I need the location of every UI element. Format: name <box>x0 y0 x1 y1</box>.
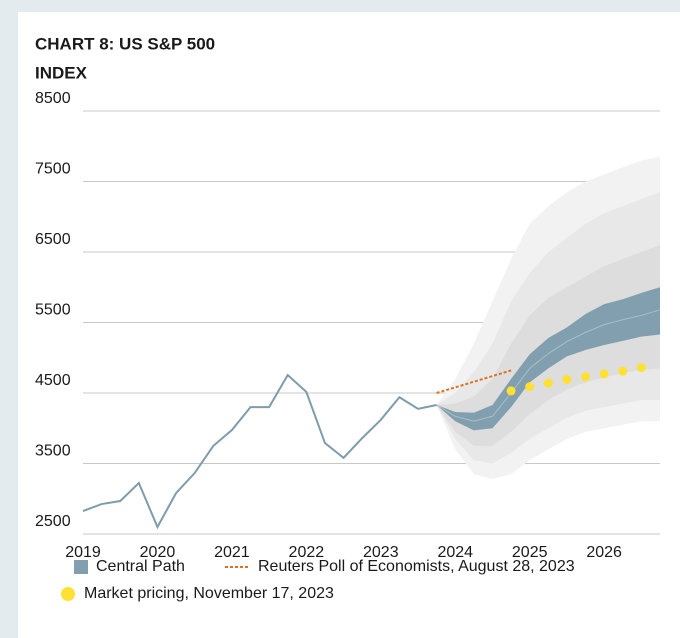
y-tick-label: 8500 <box>35 90 71 107</box>
y-tick-label: 7500 <box>35 161 71 178</box>
reuters-line <box>436 369 512 394</box>
x-tick-label: 2021 <box>214 544 250 561</box>
x-tick-label: 2025 <box>512 544 548 561</box>
y-tick-label: 4500 <box>35 372 71 389</box>
market-dot <box>618 366 628 376</box>
y-tick-label: 3500 <box>35 443 71 460</box>
legend-label: Central Path <box>96 558 185 575</box>
market-dot <box>562 375 572 385</box>
x-tick-label: 2019 <box>65 544 101 561</box>
central-median <box>436 309 661 422</box>
market-dot <box>636 363 646 373</box>
market-dot <box>506 386 516 396</box>
market-dot <box>543 378 553 388</box>
x-tick-label: 2023 <box>363 544 399 561</box>
y-tick-label: 6500 <box>35 231 71 248</box>
x-tick-label: 2022 <box>289 544 325 561</box>
x-tick-label: 2026 <box>586 544 622 561</box>
y-tick-label: 2500 <box>35 513 71 530</box>
legend-label: Reuters Poll of Economists, August 28, 2… <box>258 558 575 575</box>
legend-swatch <box>74 560 88 574</box>
x-tick-label: 2020 <box>140 544 176 561</box>
market-dot <box>581 372 591 382</box>
history-line <box>82 373 437 530</box>
market-dot <box>599 369 609 379</box>
legend-label: Market pricing, November 17, 2023 <box>84 585 334 602</box>
central-band <box>436 287 660 431</box>
legend-swatch <box>61 587 75 601</box>
market-dot <box>525 382 535 392</box>
chart-title: CHART 8: US S&P 500 <box>35 34 215 53</box>
x-tick-label: 2024 <box>437 544 473 561</box>
y-tick-label: 5500 <box>35 302 71 319</box>
chart-title: INDEX <box>35 63 88 82</box>
